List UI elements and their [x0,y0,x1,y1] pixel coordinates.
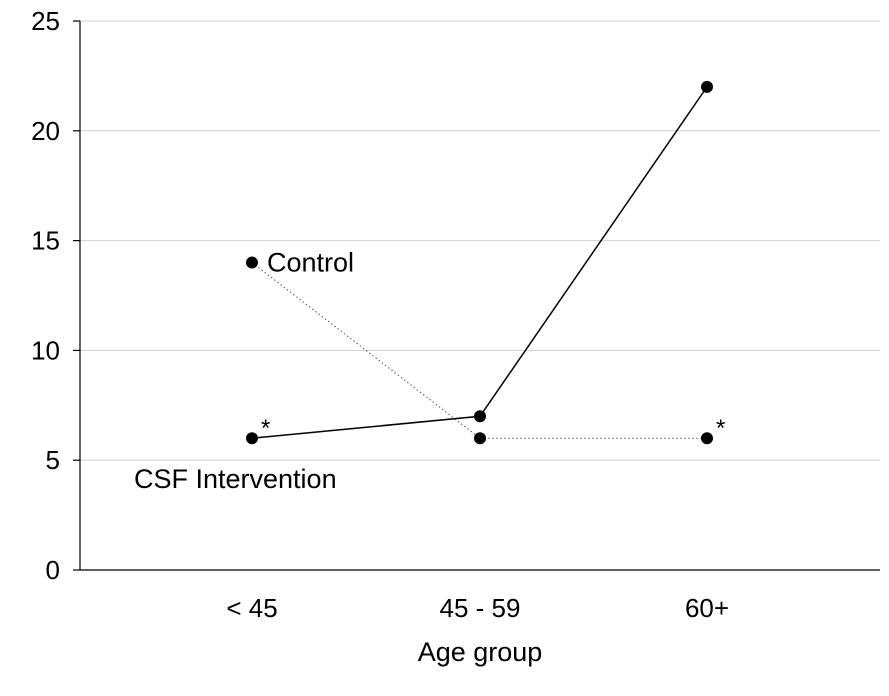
control-point [246,256,258,269]
y-tick-label: 0 [46,555,60,585]
series-labels: Control CSF Intervention [134,248,354,495]
x-axis-title: Age group [418,637,543,667]
x-tick-label: < 45 [226,593,277,623]
significance-asterisk: * [716,415,725,442]
series-group [246,80,713,445]
series-label-control: Control [267,248,354,278]
x-axis-ticks: < 45 45 - 59 60+ [226,593,729,623]
annotations: * * [261,415,725,442]
gridlines [80,20,880,461]
csf-intervention-point [701,80,713,93]
x-tick-label: 60+ [685,593,729,623]
significance-asterisk: * [261,415,270,442]
series-label-csf-intervention: CSF Intervention [134,464,337,494]
y-tick-label: 20 [31,116,60,146]
control-point [701,432,713,445]
csf-intervention-point [474,410,486,423]
csf-intervention-point [246,432,258,445]
y-tick-label: 10 [31,335,60,365]
y-axis-ticks: 0 5 10 15 20 25 [31,6,80,585]
control-point [474,432,486,445]
y-tick-label: 15 [31,226,60,256]
x-tick-label: 45 - 59 [440,593,521,623]
y-tick-label: 25 [31,6,60,36]
y-tick-label: 5 [46,445,60,475]
